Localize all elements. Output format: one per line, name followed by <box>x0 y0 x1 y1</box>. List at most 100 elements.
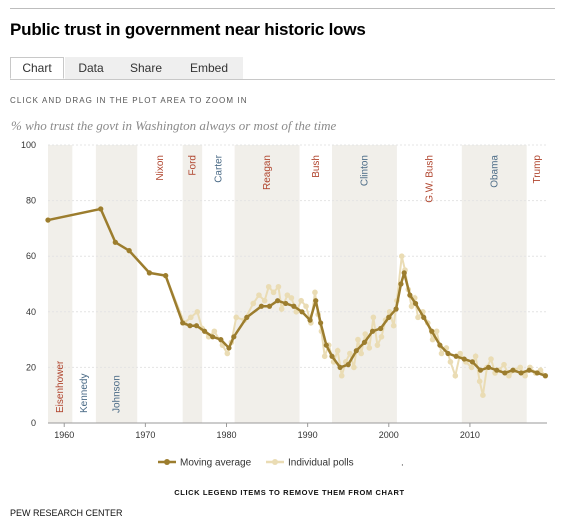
legend-individual-polls-marker[interactable] <box>272 459 278 465</box>
moving-average-point <box>180 320 186 326</box>
individual-poll-point <box>408 303 415 310</box>
individual-poll-point <box>362 331 369 337</box>
individual-poll-point <box>284 292 291 298</box>
moving-average-point <box>98 206 104 212</box>
moving-average-point <box>266 303 273 309</box>
moving-average-point <box>353 348 359 354</box>
tab-share[interactable]: Share <box>117 57 175 79</box>
x-tick-label: 1970 <box>135 430 155 440</box>
moving-average-point <box>534 370 540 376</box>
moving-average-point <box>485 364 492 370</box>
individual-poll-point <box>468 364 475 371</box>
individual-poll-point <box>522 372 528 379</box>
individual-poll-point <box>338 372 345 379</box>
moving-average-point <box>291 303 297 309</box>
individual-poll-point <box>457 350 463 357</box>
moving-average-point <box>412 300 419 307</box>
moving-average-point <box>429 328 435 334</box>
president-label-ford: Ford <box>187 155 198 176</box>
individual-poll-point <box>233 314 240 321</box>
individual-poll-point <box>347 350 353 357</box>
moving-average-point <box>345 362 351 368</box>
individual-poll-point <box>298 297 304 304</box>
individual-poll-point <box>398 253 405 259</box>
page-title: Public trust in government near historic… <box>10 20 366 39</box>
moving-average-point <box>112 239 118 245</box>
individual-poll-point <box>278 306 285 312</box>
moving-average-point <box>126 248 132 254</box>
x-tick-label: 1960 <box>54 430 74 440</box>
individual-poll-point <box>250 300 257 307</box>
moving-average-point <box>210 334 216 340</box>
president-label-trump: Trump <box>532 155 543 184</box>
tab-data[interactable]: Data <box>65 57 117 79</box>
moving-average-point <box>299 309 305 315</box>
individual-poll-point <box>506 372 512 379</box>
individual-poll-point <box>358 350 364 357</box>
moving-average-point <box>510 367 516 373</box>
moving-average-point <box>477 367 484 373</box>
moving-average-point <box>518 370 524 376</box>
individual-poll-point <box>261 297 268 304</box>
individual-poll-point <box>476 378 483 385</box>
moving-average-point <box>461 356 467 362</box>
president-band-eisenhower <box>48 145 73 423</box>
president-label-bush: Bush <box>311 155 322 178</box>
y-tick-label: 80 <box>26 196 36 206</box>
tab-bar: Chart Data Share Embed <box>10 57 555 80</box>
y-tick-label: 20 <box>26 362 36 372</box>
moving-average-point <box>244 314 250 320</box>
individual-poll-point <box>452 372 459 379</box>
president-label-g-w-bush: G.W. Bush <box>424 155 435 203</box>
legend-individual-polls-label[interactable]: Individual polls <box>288 458 354 469</box>
president-band-obama <box>461 145 527 423</box>
tab-embed[interactable]: Embed <box>175 57 243 79</box>
legend-moving-average-label[interactable]: Moving average <box>180 458 252 469</box>
moving-average-point <box>386 314 392 320</box>
moving-average-point <box>201 328 208 334</box>
individual-poll-point <box>256 292 262 298</box>
top-rule <box>10 8 555 9</box>
individual-poll-point <box>480 392 486 399</box>
moving-average-point <box>502 370 508 376</box>
moving-average-point <box>323 342 329 348</box>
president-label-kennedy: Kennedy <box>79 374 90 413</box>
moving-average-point <box>337 364 343 370</box>
moving-average-point <box>218 337 224 343</box>
moving-average-point <box>187 323 193 329</box>
president-label-carter: Carter <box>213 154 224 182</box>
source-credit: PEW RESEARCH CENTER <box>10 508 123 518</box>
moving-average-point <box>226 345 232 351</box>
moving-average-point <box>437 342 443 348</box>
individual-poll-point <box>293 309 300 315</box>
president-label-obama: Obama <box>489 155 500 188</box>
moving-average-point <box>494 367 500 373</box>
zoom-hint: CLICK AND DRAG IN THE PLOT AREA TO ZOOM … <box>10 96 248 105</box>
moving-average-point <box>407 292 413 298</box>
moving-average-point <box>398 281 404 287</box>
tab-chart[interactable]: Chart <box>10 57 64 79</box>
moving-average-point <box>313 298 319 304</box>
individual-poll-point <box>501 361 507 368</box>
president-band-johnson <box>95 145 138 423</box>
president-label-clinton: Clinton <box>359 155 370 186</box>
individual-poll-point <box>374 342 381 348</box>
legend-moving-average-marker[interactable] <box>164 459 170 465</box>
individual-poll-point <box>438 350 445 357</box>
moving-average-point <box>469 359 475 365</box>
moving-average-point <box>258 303 264 309</box>
moving-average-point <box>445 350 451 357</box>
moving-average-point <box>193 323 200 329</box>
moving-average-point <box>231 334 237 340</box>
moving-average-point <box>329 353 335 359</box>
individual-poll-point <box>415 314 421 321</box>
individual-poll-point <box>265 283 272 290</box>
moving-average-point <box>453 353 459 359</box>
x-tick-label: 2000 <box>379 430 399 440</box>
individual-poll-point <box>472 353 479 360</box>
individual-poll-point <box>378 334 385 340</box>
president-band-ford <box>182 145 203 423</box>
moving-average-point <box>283 300 289 307</box>
individual-poll-point <box>488 356 494 362</box>
